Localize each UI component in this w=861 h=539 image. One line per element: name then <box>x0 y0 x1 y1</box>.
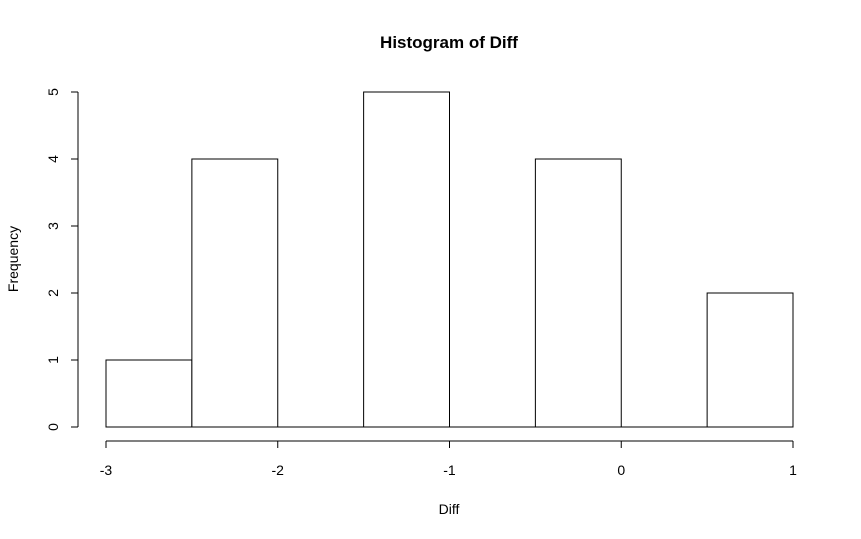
chart-title: Histogram of Diff <box>380 33 518 52</box>
histogram-bar-0 <box>105 359 193 428</box>
y-tick-label: 1 <box>45 356 61 364</box>
y-tick-label: 4 <box>45 155 61 163</box>
histogram-bar-3 <box>363 91 450 428</box>
x-axis-label: Diff <box>439 501 460 517</box>
histogram-bar-1 <box>191 158 279 428</box>
histogram-bar-7 <box>706 292 794 428</box>
x-tick-label: -1 <box>443 462 456 478</box>
y-tick-label: 5 <box>45 88 61 96</box>
x-tick-label: -2 <box>272 462 285 478</box>
y-tick-label: 3 <box>45 222 61 230</box>
x-axis: -3 -2 -1 0 1 <box>100 440 797 478</box>
histogram-bar-5 <box>534 158 622 428</box>
x-tick-label: 1 <box>789 462 797 478</box>
y-axis-label: Frequency <box>5 226 21 292</box>
x-tick-label: -3 <box>100 462 113 478</box>
bars-group <box>105 91 794 428</box>
y-tick-label: 0 <box>45 423 61 431</box>
y-tick-label: 2 <box>45 289 61 297</box>
y-axis: 0 1 2 3 4 5 <box>45 88 79 431</box>
x-tick-label: 0 <box>617 462 625 478</box>
